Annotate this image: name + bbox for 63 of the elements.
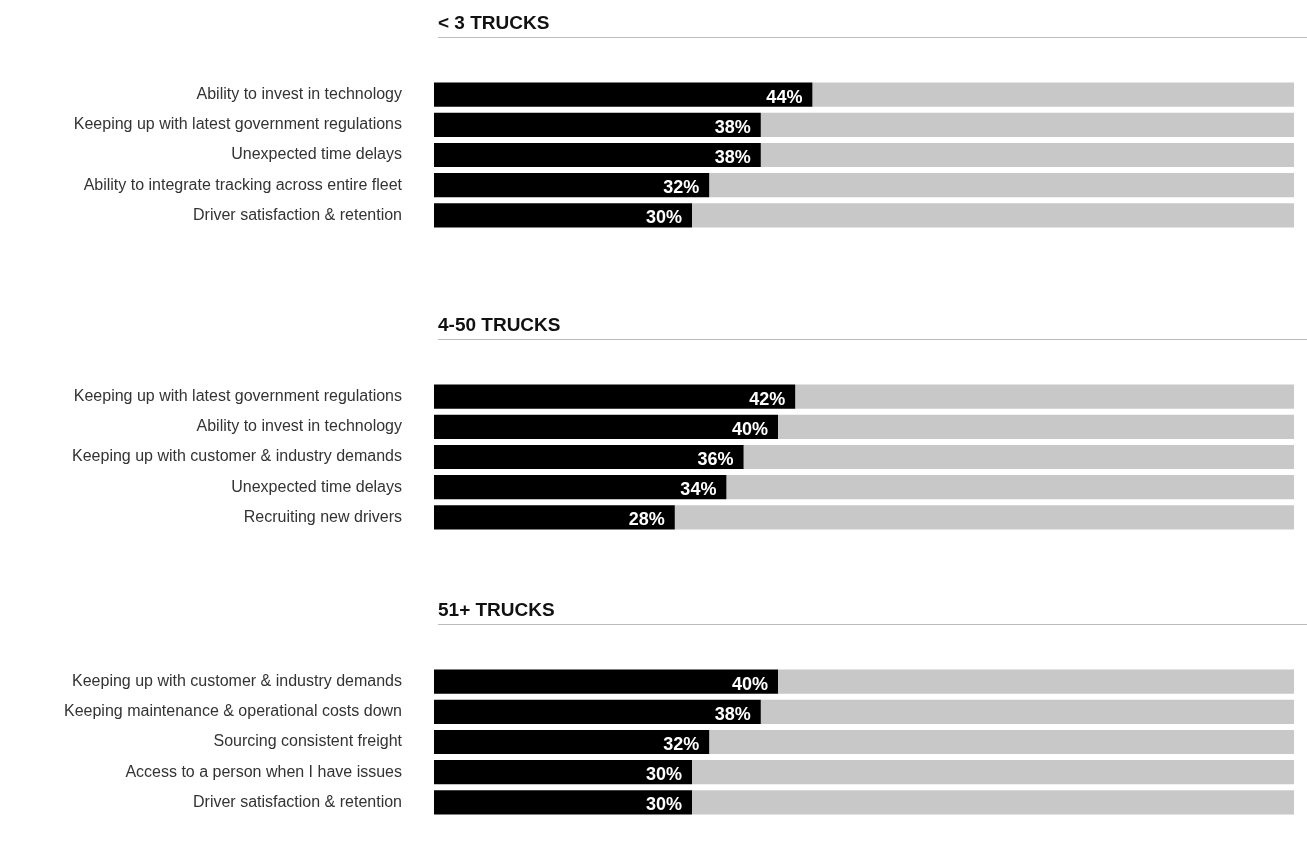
data-label: 32% [663, 733, 700, 754]
y-tick-label: Ability to integrate tracking across entire fleet [83, 175, 403, 193]
bar [726, 475, 1294, 500]
bar [434, 112, 761, 137]
data-label: 30% [645, 207, 682, 228]
bar [760, 142, 1294, 168]
y-tick-label: Ability to invest in technology [196, 85, 402, 103]
data-label: 42% [749, 388, 786, 409]
bar [743, 444, 1294, 470]
bar [434, 82, 813, 107]
y-tick-label: Ability to invest in technology [196, 417, 402, 435]
data-label: 40% [731, 673, 768, 694]
data-label: 38% [714, 703, 751, 724]
chart-title: 51+ TRUCKS [438, 595, 1307, 625]
y-tick-label: Keeping up with latest government regulations [73, 387, 402, 405]
bar [434, 669, 778, 694]
y-tick-label: Recruiting new drivers [243, 507, 402, 525]
bar [434, 699, 761, 724]
data-label: 30% [645, 794, 682, 815]
bar [692, 760, 1294, 785]
bar [434, 505, 675, 530]
bar [778, 669, 1294, 694]
y-tick-label: Unexpected time delays [231, 477, 402, 495]
bar [434, 384, 796, 409]
y-tick-label: Access to a person when I have issues [125, 762, 402, 780]
y-tick-label: Keeping maintenance & operational costs down [64, 702, 402, 720]
data-label: 32% [663, 177, 700, 198]
y-tick-label: Sourcing consistent freight [213, 732, 403, 750]
chart-title: < 3 TRUCKS [438, 8, 1307, 38]
bar [760, 699, 1294, 724]
bar [434, 475, 727, 500]
bar [692, 790, 1294, 815]
data-label: 44% [766, 86, 803, 107]
y-tick-label: Driver satisfaction & retention [193, 205, 402, 223]
bar [434, 760, 692, 785]
bar [778, 414, 1294, 439]
bar [434, 729, 710, 755]
bar [434, 444, 744, 470]
y-tick-label: Keeping up with latest government regulations [73, 115, 402, 133]
data-label: 36% [697, 448, 734, 469]
bar [812, 82, 1294, 107]
bar [434, 414, 778, 439]
bar [434, 173, 710, 198]
data-label: 38% [714, 146, 751, 167]
data-label: 28% [628, 509, 665, 530]
chart-title: 4-50 TRUCKS [438, 310, 1307, 340]
bar [692, 203, 1294, 228]
data-label: 30% [645, 764, 682, 785]
y-tick-label: Unexpected time delays [231, 145, 402, 163]
bar [795, 384, 1294, 409]
data-label: 40% [731, 418, 768, 439]
y-tick-label: Keeping up with customer & industry demands [72, 447, 402, 465]
data-label: 38% [714, 116, 751, 137]
bar [760, 112, 1294, 137]
bar [434, 142, 761, 168]
bar [709, 173, 1294, 198]
y-tick-label: Keeping up with customer & industry demands [72, 672, 402, 690]
bar [434, 790, 692, 815]
bar [709, 729, 1294, 755]
data-label: 34% [680, 479, 717, 500]
bar [674, 505, 1294, 530]
bar [434, 203, 692, 228]
y-tick-label: Driver satisfaction & retention [193, 792, 402, 810]
